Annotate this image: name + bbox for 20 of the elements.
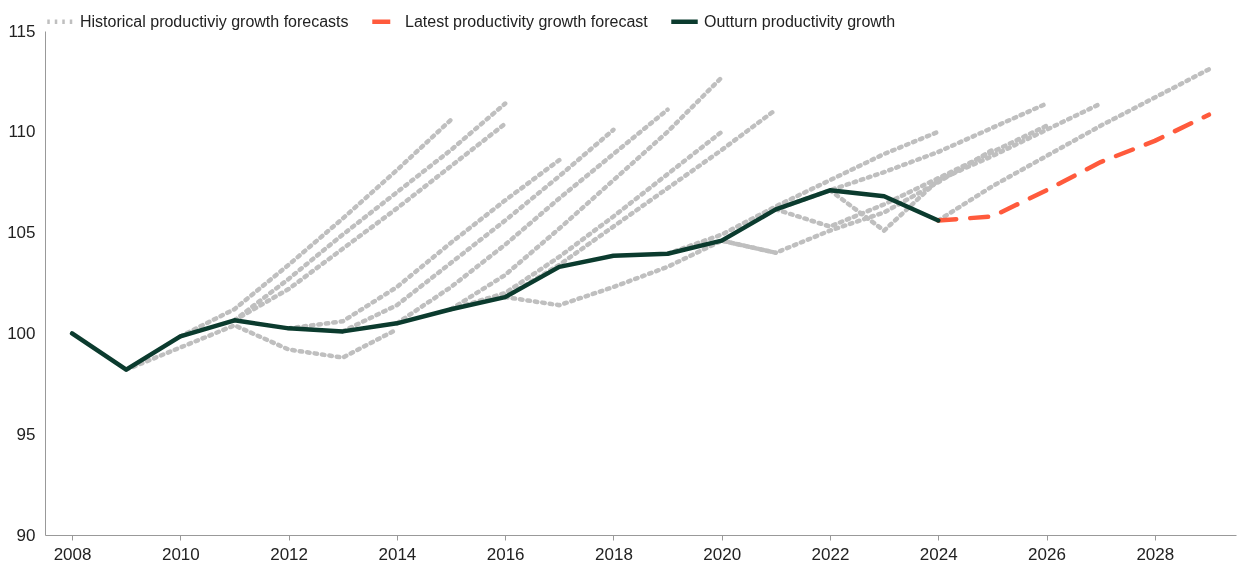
legend-label: Historical productiviy growth forecasts: [80, 12, 349, 30]
x-tick-label: 2022: [811, 544, 850, 564]
x-tick-label: 2018: [595, 544, 633, 564]
x-tick-label: 2026: [1028, 544, 1066, 564]
x-tick-label: 2028: [1136, 544, 1175, 564]
y-tick-label: 90: [16, 525, 36, 545]
x-tick-label: 2012: [270, 544, 309, 564]
x-tick-label: 2020: [703, 544, 742, 564]
x-tick-label: 2016: [486, 544, 525, 564]
y-tick-label: 110: [8, 122, 36, 142]
y-tick-label: 100: [7, 323, 36, 343]
legend-label: Latest productivity growth forecast: [405, 12, 649, 30]
x-tick-label: 2014: [378, 544, 417, 564]
y-tick-label: 115: [8, 21, 36, 41]
y-tick-label: 105: [7, 223, 36, 243]
legend-label: Outturn productivity growth: [704, 12, 896, 30]
x-tick-label: 2024: [919, 544, 958, 564]
y-tick-label: 95: [16, 424, 36, 444]
x-tick-label: 2008: [53, 544, 92, 564]
x-tick-label: 2010: [161, 544, 200, 564]
